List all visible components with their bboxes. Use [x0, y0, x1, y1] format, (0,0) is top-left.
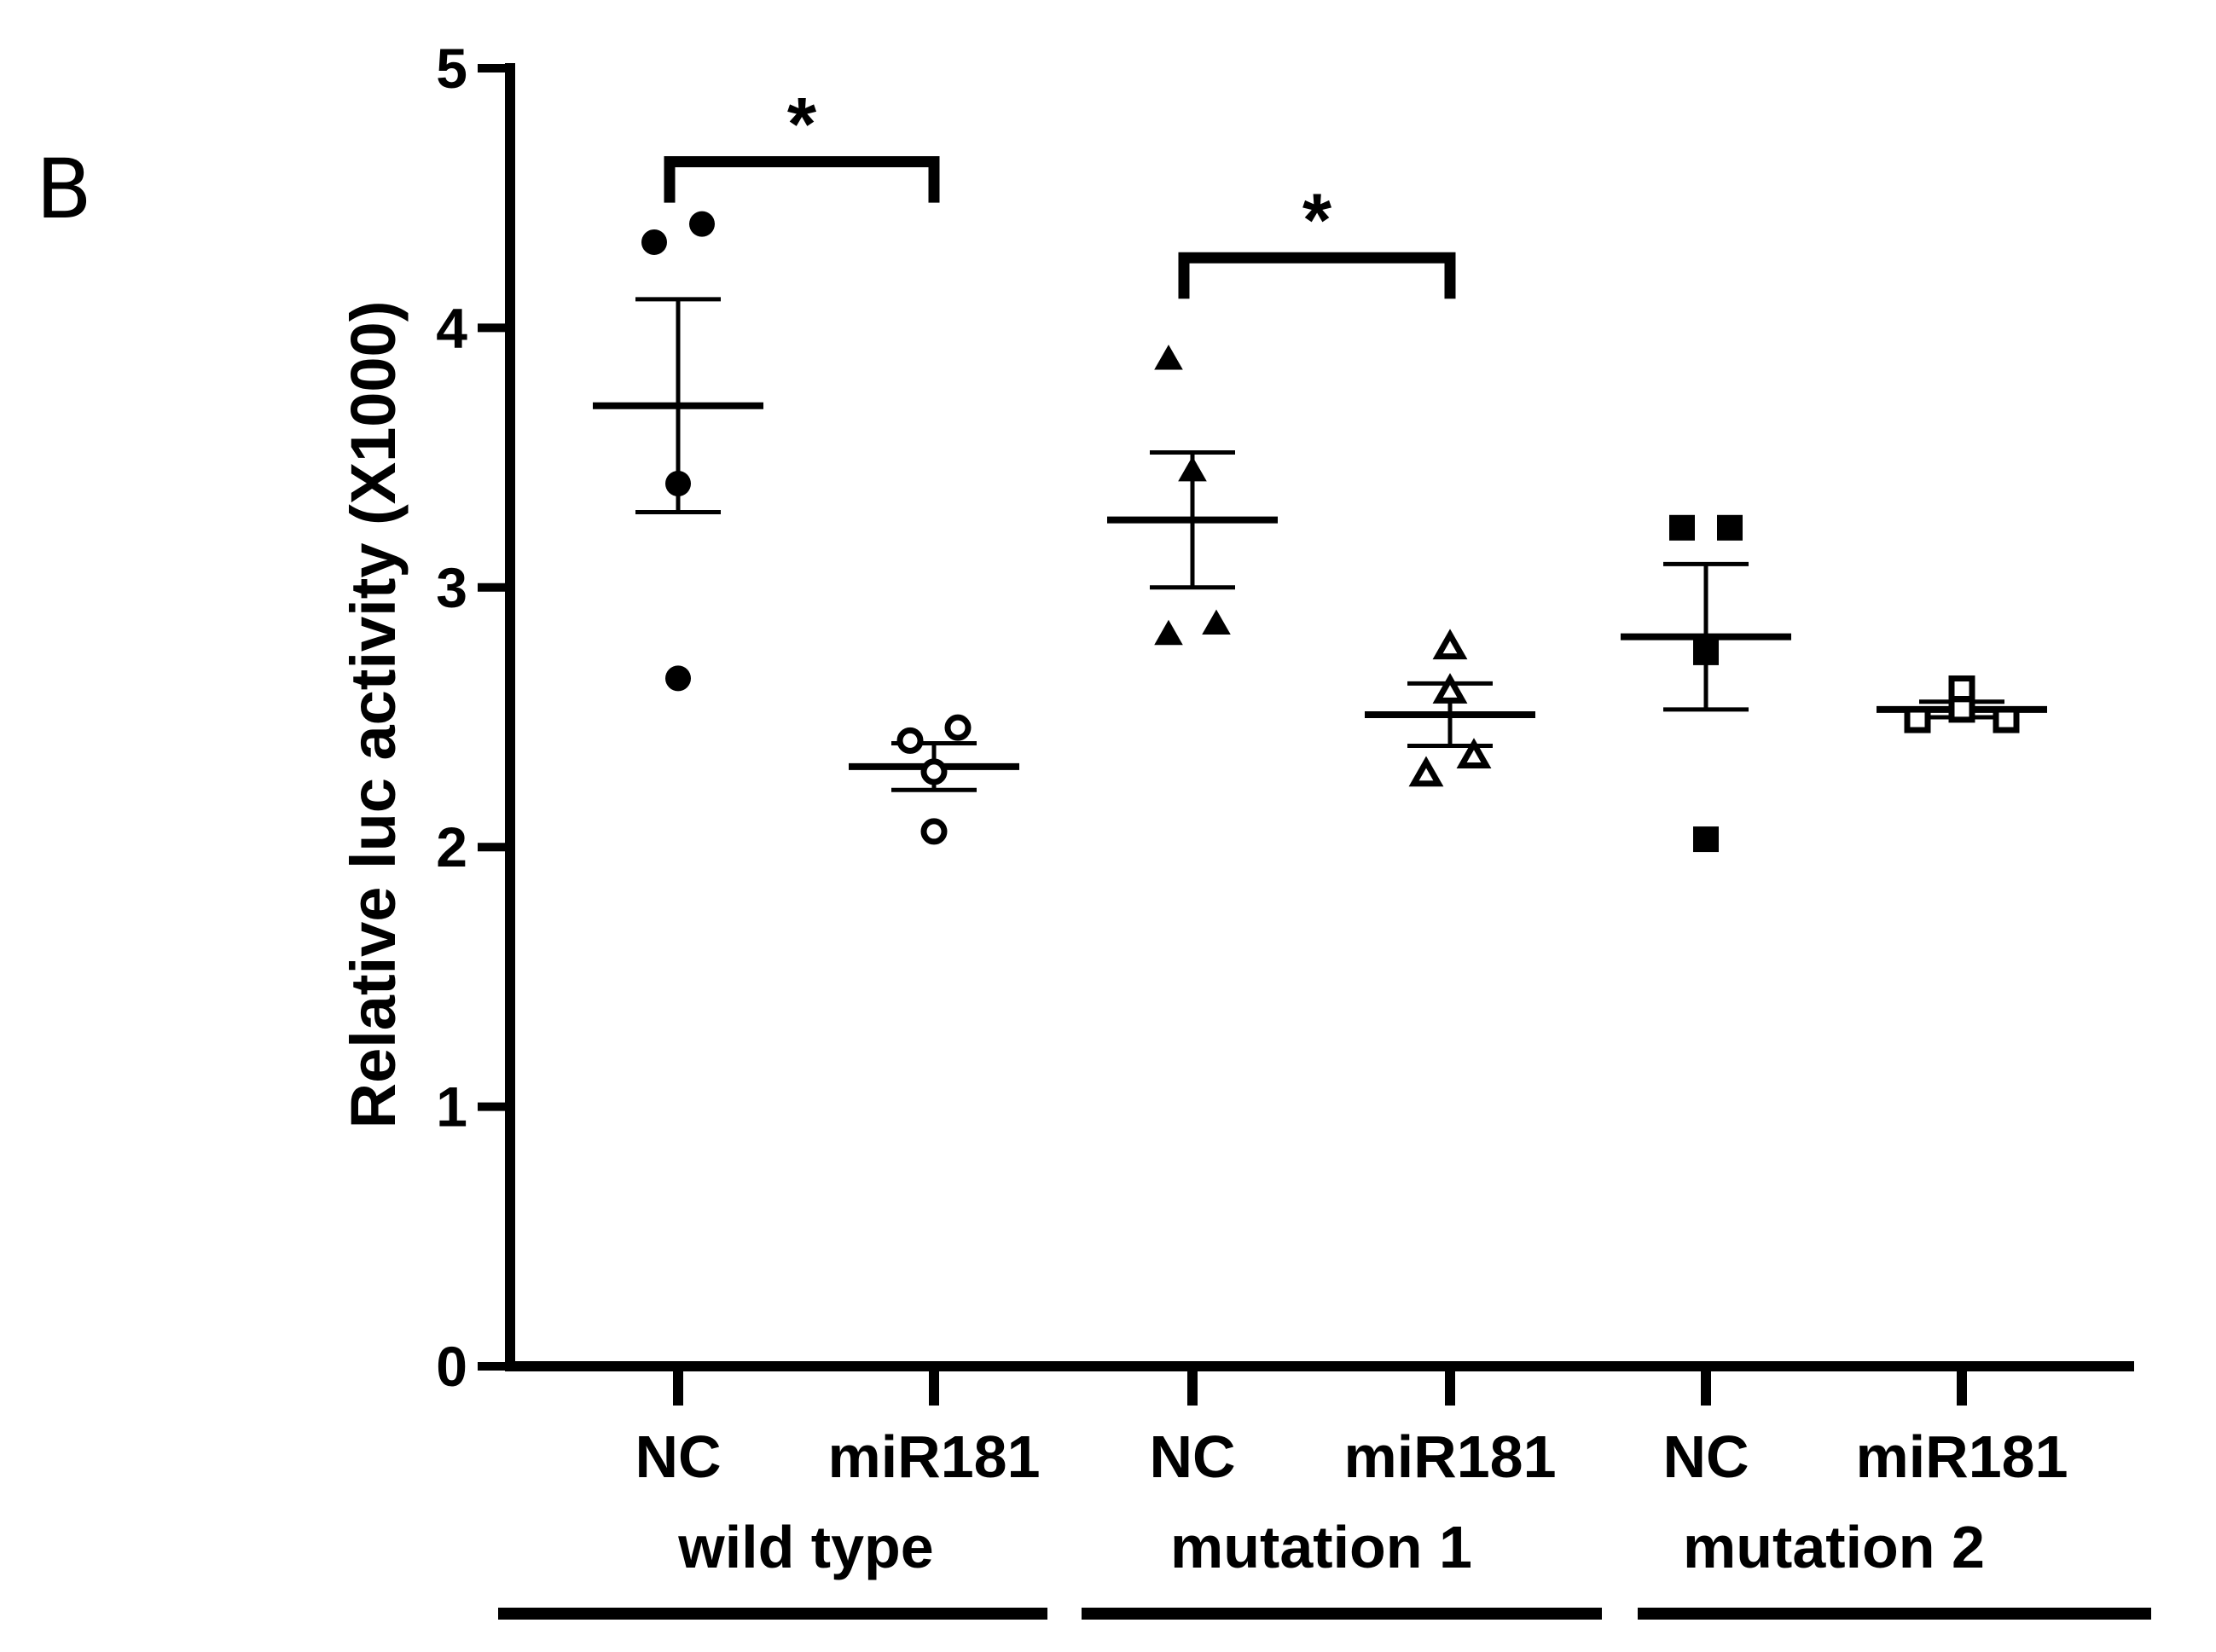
square-point [1948, 696, 1975, 723]
x-category-label: NC [635, 1423, 721, 1490]
square-point [1693, 826, 1719, 853]
x-category-label: miR181 [827, 1423, 1040, 1490]
y-axis-label: Relative luc activity (X1000) [338, 301, 409, 1129]
significance-star: * [787, 82, 817, 166]
triangle-point [1408, 756, 1444, 787]
x-category-label: miR181 [1855, 1423, 2068, 1490]
mean-sem-bars [593, 297, 2047, 792]
group-labels: wild type mutation 1 mutation 2 [498, 1514, 2151, 1620]
circle-point [665, 471, 691, 497]
significance-star: * [1302, 177, 1332, 262]
group-label: wild type [677, 1514, 933, 1580]
triangle-point [1178, 456, 1207, 482]
group-label: mutation 1 [1170, 1514, 1472, 1580]
triangle-point [1432, 673, 1468, 704]
square-point [1669, 514, 1695, 541]
x-category-label: NC [1662, 1423, 1749, 1490]
circle-point [896, 727, 924, 754]
circle-point [665, 665, 691, 692]
circle-point [689, 211, 715, 237]
y-tick-label: 1 [436, 1075, 467, 1139]
y-tick-label: 4 [436, 296, 467, 359]
y-tick-label: 5 [436, 37, 467, 100]
significance-brackets: ** [664, 82, 1456, 299]
y-tick-label: 0 [436, 1335, 467, 1398]
triangle-point [1154, 345, 1183, 370]
panel-label: B [36, 142, 92, 237]
square-point [1717, 514, 1743, 541]
circle-point [920, 818, 948, 845]
triangle-point [1456, 738, 1492, 768]
x-categories: NC miR181 NC miR181 NC miR181 [635, 1366, 2068, 1490]
square-point [1948, 675, 1975, 703]
y-tick-label: 3 [436, 556, 467, 619]
square-point [1904, 706, 1931, 733]
circle-point [944, 714, 972, 741]
x-category-label: NC [1149, 1423, 1235, 1490]
triangle-point [1432, 629, 1468, 660]
y-tick-label: 2 [436, 815, 467, 878]
square-point [1693, 639, 1719, 665]
y-ticks: 0 1 2 3 4 5 [436, 37, 510, 1398]
square-point [1993, 706, 2020, 733]
significance-bracket [664, 156, 940, 203]
triangle-point [1154, 619, 1183, 646]
significance-bracket [1178, 252, 1456, 299]
group-label: mutation 2 [1683, 1514, 1985, 1580]
circle-point [641, 229, 667, 255]
axes [505, 63, 2134, 1371]
x-category-label: miR181 [1343, 1423, 1556, 1490]
data-points [641, 211, 2020, 853]
triangle-point [1202, 609, 1231, 635]
circle-point [920, 758, 948, 785]
